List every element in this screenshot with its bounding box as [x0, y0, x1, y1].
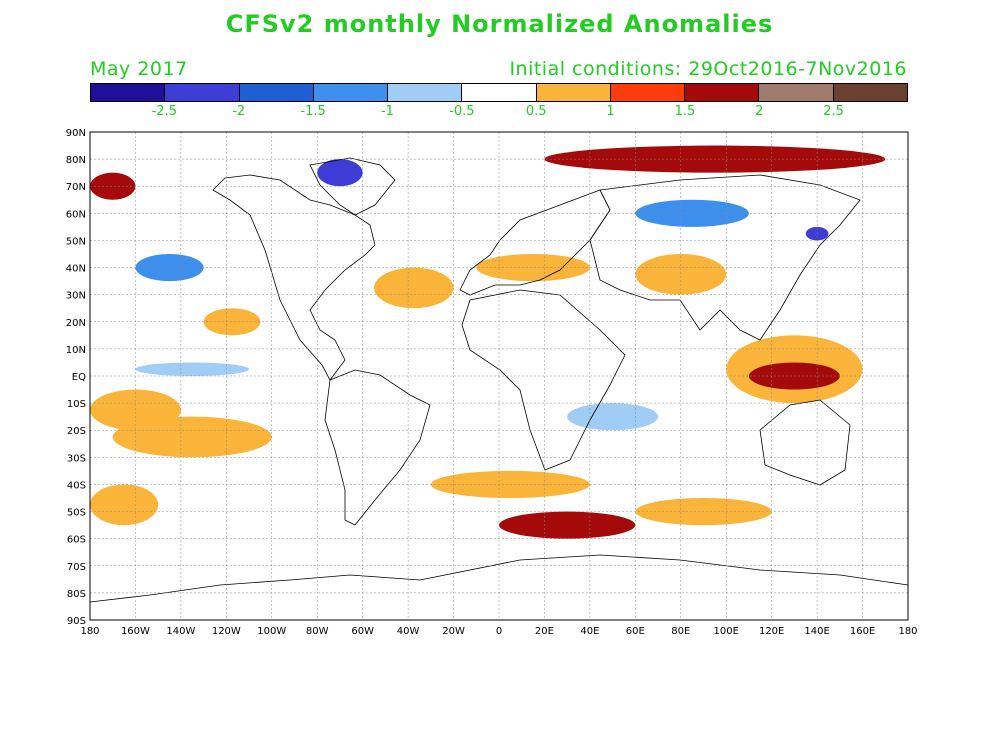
legend-swatch [239, 84, 314, 101]
legend-tick-label: -2 [232, 104, 246, 119]
legend-tick-label: 1.5 [674, 104, 696, 119]
initial-conditions: Initial conditions: 29Oct2016-7Nov2016 [509, 58, 907, 80]
legend-tick-label: 2 [755, 104, 764, 119]
negative-anomaly-region [567, 403, 659, 431]
longitude-tick-label: 120W [212, 626, 241, 637]
negative-anomaly-region [135, 362, 250, 376]
latitude-tick-label: 60N [66, 209, 86, 220]
latitude-tick-label: 10S [67, 399, 86, 410]
grid-lines [90, 132, 908, 620]
longitude-axis: 180 160W 140W 120W 100W 80W 60W 40W 20W 0 20E 40E 60… [80, 626, 917, 637]
latitude-tick-label: 30S [67, 453, 86, 464]
latitude-tick-label: 90S [67, 616, 86, 627]
legend-swatch [610, 84, 686, 101]
legend-swatch [462, 84, 537, 101]
latitude-tick-label: 20N [66, 318, 86, 329]
legend-tick-label: -0.5 [449, 104, 475, 119]
latitude-tick-label: 60S [67, 535, 86, 546]
legend-swatch [91, 84, 166, 101]
positive-anomaly-region [90, 484, 159, 526]
legend-tick-label: -1 [380, 104, 394, 119]
latitude-tick-label: 70S [67, 562, 86, 573]
legend-swatch [685, 84, 760, 101]
legend-tick-label: 0.5 [525, 104, 547, 119]
color-legend-bar [90, 83, 908, 102]
negative-anomaly-region [317, 159, 363, 187]
legend-swatch [759, 84, 834, 101]
latitude-axis: 90N 80N 70N 60N 50N 40N 30N 20N 10N EQ 10S 20S 30S 40… [66, 128, 86, 627]
color-legend-labels: -2.5 -2 -1.5 -1 -0.5 0.5 1 1.5 2 2.5 [90, 104, 908, 122]
legend-tick-label: -2.5 [151, 104, 178, 119]
latitude-tick-label: 20S [67, 426, 86, 437]
positive-anomaly-region [499, 511, 636, 539]
forecast-month: May 2017 [90, 58, 188, 80]
coastline-layer [90, 157, 908, 603]
latitude-tick-label: 30N [66, 291, 86, 302]
longitude-tick-label: 0 [496, 626, 502, 637]
latitude-tick-label: 50N [66, 236, 86, 247]
legend-tick-label: 1 [606, 104, 615, 119]
positive-anomaly-region [374, 267, 454, 309]
legend-swatch [313, 84, 389, 101]
latitude-tick-label: 90N [66, 128, 86, 139]
longitude-tick-label: 60W [351, 626, 374, 637]
longitude-tick-label: 160W [121, 626, 150, 637]
latitude-tick-label: 70N [66, 182, 86, 193]
longitude-tick-label: 20E [535, 626, 554, 637]
legend-tick-label: 2.5 [823, 104, 844, 119]
latitude-tick-label: 40S [67, 480, 86, 491]
longitude-tick-label: 60E [626, 626, 645, 637]
longitude-tick-label: 180 [80, 626, 99, 637]
longitude-tick-label: 140E [804, 626, 829, 637]
positive-anomaly-region [476, 253, 590, 282]
negative-anomaly-region [635, 199, 749, 227]
positive-anomaly-region [90, 172, 136, 200]
legend-swatch [833, 84, 907, 101]
longitude-tick-label: 80E [671, 626, 690, 637]
positive-anomaly-region [203, 308, 261, 336]
longitude-tick-label: 40W [397, 626, 420, 637]
longitude-tick-label: 40E [580, 626, 599, 637]
positive-anomaly-region [635, 254, 727, 295]
map-frame [89, 131, 909, 621]
latitude-tick-label: 80S [67, 589, 86, 600]
latitude-tick-label: 40N [66, 264, 86, 275]
latitude-tick-label: EQ [72, 372, 86, 383]
latitude-tick-label: 50S [67, 508, 86, 519]
latitude-tick-label: 10N [66, 345, 86, 356]
longitude-tick-label: 160E [850, 626, 875, 637]
longitude-tick-label: 140W [166, 626, 195, 637]
longitude-tick-label: 120E [759, 626, 784, 637]
map-plot-area [90, 132, 908, 620]
positive-anomaly-region [112, 416, 272, 458]
legend-swatch [165, 84, 240, 101]
legend-tick-label: -1.5 [300, 104, 326, 119]
longitude-tick-label: 80W [306, 626, 329, 637]
longitude-tick-label: 180 [898, 626, 917, 637]
negative-anomaly-region [135, 253, 204, 282]
longitude-tick-label: 100W [257, 626, 286, 637]
legend-swatch [536, 84, 611, 101]
latitude-tick-label: 80N [66, 155, 86, 166]
legend-swatch [388, 84, 463, 101]
chart-title: CFSv2 monthly Normalized Anomalies [225, 10, 774, 38]
longitude-tick-label: 20W [442, 626, 465, 637]
longitude-tick-label: 100E [714, 626, 739, 637]
